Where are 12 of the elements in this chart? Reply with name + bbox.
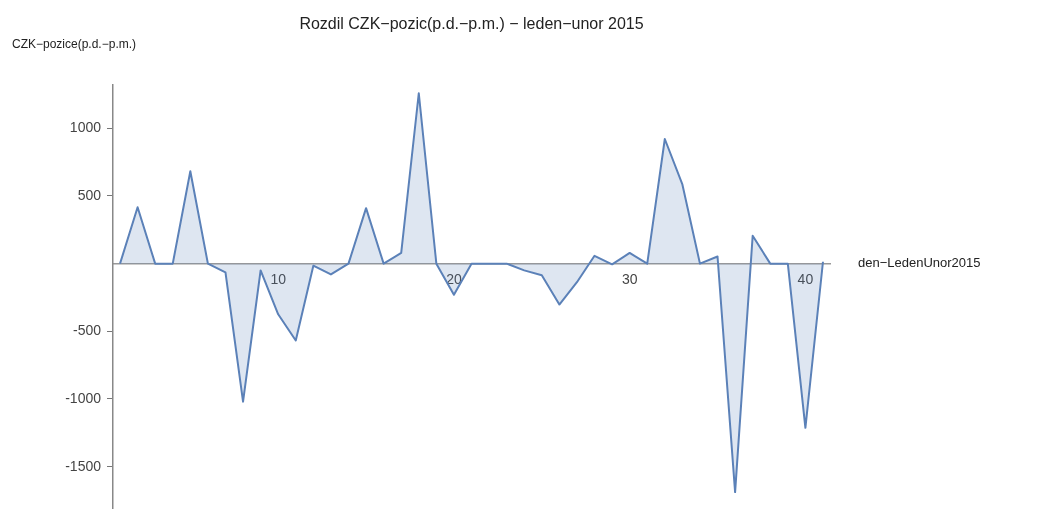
chart-title: Rozdil CZK−pozic(p.d.−p.m.) − leden−unor 2015 [299,15,644,33]
y-tick-label: 1000 [69,119,102,136]
y-tick-label: -1000 [65,389,102,406]
y-tick-label: -1500 [65,457,102,474]
y-tick-label: 500 [77,186,102,203]
x-axis-title: den−LedenUnor2015 [858,255,981,271]
y-tick-label: -500 [72,322,102,339]
x-tick-label: 30 [621,270,638,287]
y-axis-title: CZK−pozice(p.d.−p.m.) [12,37,137,52]
x-tick-label: 20 [446,270,462,287]
x-tick-label: 40 [797,270,814,287]
x-tick-label: 10 [270,270,287,287]
